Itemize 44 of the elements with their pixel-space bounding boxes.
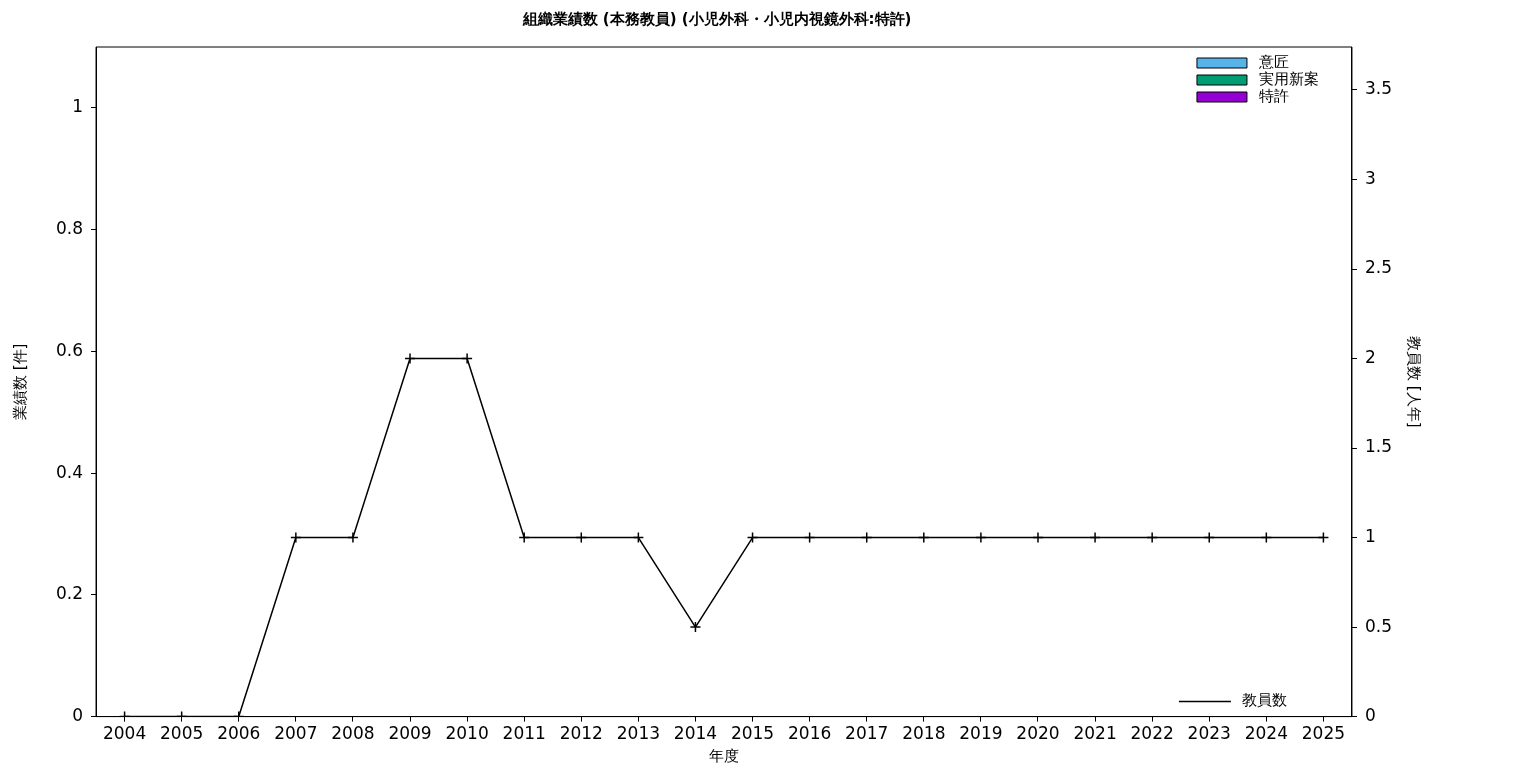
chart-title: 組織業績数 (本務教員) (小児外科・小児内視鏡外科:特許)	[521, 9, 912, 28]
legend-label: 教員数	[1241, 691, 1287, 710]
y2-tick-label: 1	[1364, 525, 1376, 546]
y-tick-label: 0.4	[55, 461, 84, 482]
y-tick-label: 0.8	[55, 218, 84, 239]
x-tick-label: 2022	[1130, 723, 1174, 744]
x-tick-label: 2017	[845, 723, 889, 744]
x-tick-label: 2006	[217, 723, 261, 744]
x-tick-label: 2005	[160, 723, 204, 744]
legend-label: 実用新案	[1258, 69, 1319, 88]
x-tick-label: 2016	[788, 723, 832, 744]
x-tick-label: 2020	[1016, 723, 1060, 744]
x-tick-label: 2008	[331, 723, 375, 744]
y-tick-label: 0.2	[55, 583, 84, 604]
x-tick-label: 2014	[673, 723, 718, 744]
y2-tick-label: 0	[1364, 705, 1376, 726]
y2-tick-label: 3	[1364, 167, 1376, 188]
y2-axis-title: 教員数 [人年]	[1405, 336, 1424, 428]
y-tick-label: 0.6	[55, 339, 84, 360]
x-tick-label: 2010	[445, 723, 489, 744]
y2-tick-label: 2.5	[1364, 257, 1393, 278]
x-tick-label: 2019	[959, 723, 1003, 744]
x-tick-label: 2013	[616, 723, 660, 744]
x-tick-label: 2018	[902, 723, 946, 744]
x-tick-label: 2004	[102, 723, 147, 744]
x-tick-label: 2012	[559, 723, 603, 744]
x-tick-label: 2009	[388, 723, 432, 744]
y2-tick-label: 3.5	[1364, 78, 1393, 99]
y-axis-title: 業績数 [件]	[10, 343, 29, 421]
y2-tick-label: 2	[1364, 346, 1376, 367]
x-tick-label: 2023	[1187, 723, 1231, 744]
y-tick-label: 1	[72, 96, 84, 117]
legend-label: 意匠	[1257, 52, 1289, 71]
x-tick-label: 2024	[1244, 723, 1288, 744]
x-axis-title: 年度	[709, 746, 739, 765]
x-tick-label: 2015	[730, 723, 775, 744]
x-tick-label: 2011	[502, 723, 546, 744]
x-tick-label: 2007	[274, 723, 318, 744]
x-tick-label: 2021	[1073, 723, 1117, 744]
legend-label: 特許	[1258, 86, 1289, 105]
y2-tick-label: 0.5	[1364, 615, 1393, 636]
y2-tick-label: 1.5	[1364, 436, 1393, 457]
x-tick-label: 2025	[1301, 723, 1346, 744]
y-tick-label: 0	[72, 705, 84, 726]
